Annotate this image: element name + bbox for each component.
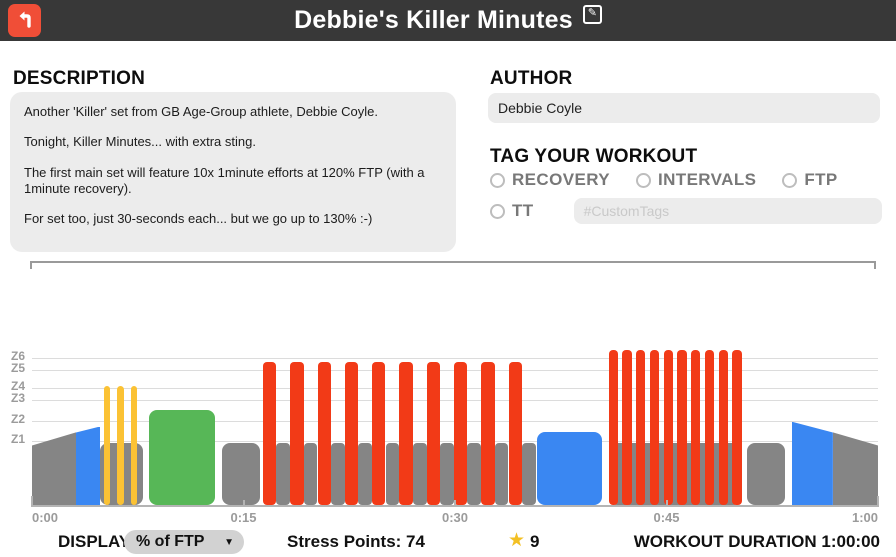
workout-segment-blue[interactable] [76,426,100,505]
description-paragraph: Tonight, Killer Minutes... with extra st… [24,134,256,150]
tag-option-tt[interactable]: TT [490,201,534,221]
tag-option-ftp[interactable]: FTP [782,170,837,190]
workout-segment-red[interactable] [704,350,715,505]
workout-segment-red[interactable] [290,362,304,505]
workout-segment-gray[interactable] [303,443,318,505]
display-value: % of FTP [136,533,205,550]
back-arrow-icon [14,7,36,34]
time-label-030: 0:30 [441,510,469,525]
description-textarea[interactable]: Another 'Killer' set from GB Age-Group a… [10,92,456,252]
workout-chart[interactable] [32,340,878,505]
display-dropdown[interactable]: % of FTP ▼ [124,530,244,554]
workout-segment-yellow[interactable] [117,386,124,505]
workout-segment-red[interactable] [508,362,522,505]
workout-segment-red[interactable] [453,362,468,505]
footer-bar: DISPLAY % of FTP ▼ Stress Points: 74 ★ 9… [0,528,896,557]
workout-segment-red[interactable] [263,362,277,505]
page-title: Debbie's Killer Minutes [294,6,573,34]
time-label-045: 0:45 [653,510,680,525]
workout-segment-gray[interactable] [330,443,345,505]
star-icon: ★ [508,530,526,551]
display-label: DISPLAY [58,532,131,551]
workout-duration: WORKOUT DURATION 1:00:00 [633,532,880,551]
tag-options: RECOVERY INTERVALS FTP TT #CustomTags [490,170,882,232]
workout-segment-green[interactable] [149,409,215,505]
workout-segment-blue[interactable] [792,421,833,505]
workout-segment-red[interactable] [372,362,386,505]
workout-segment-red[interactable] [649,350,660,505]
workout-segment-gray[interactable] [440,443,454,505]
workout-segment-red[interactable] [636,350,646,505]
zone-label-z4: Z4 [11,379,26,393]
axis-tick [877,496,879,505]
time-label-100: 1:00 [851,510,878,525]
radio-icon[interactable] [490,172,505,188]
tags-heading: TAG YOUR WORKOUT [490,146,698,167]
radio-icon[interactable] [782,172,798,188]
author-value: Debbie Coyle [498,100,583,116]
gridline-z6 [32,358,878,359]
workout-segment-yellow[interactable] [103,386,111,505]
zone-label-z1: Z1 [11,432,26,446]
workout-segment-yellow[interactable] [130,386,137,505]
time-label-000: 0:00 [32,510,59,525]
workout-segment-gray[interactable] [746,443,785,505]
workout-segment-red[interactable] [677,350,687,505]
workout-segment-red[interactable] [481,362,495,505]
zone-label-z2: Z2 [11,412,26,426]
workout-segment-red[interactable] [399,362,413,505]
workout-segment-gray[interactable] [832,432,878,505]
custom-tags-input[interactable]: #CustomTags [573,198,882,224]
workout-segment-red[interactable] [608,350,618,505]
workout-segment-gray[interactable] [221,443,260,505]
axis-tick [31,496,33,505]
axis-tick [242,500,245,505]
workout-segment-red[interactable] [622,350,632,505]
description-paragraph: Another 'Killer' set from GB Age-Group a… [24,104,378,119]
edit-title-icon[interactable]: ✎ [582,5,602,24]
description-heading: DESCRIPTION [13,68,146,89]
workout-segment-gray[interactable] [494,443,509,505]
time-axis [31,505,879,507]
workout-segment-gray[interactable] [276,443,291,505]
workout-segment-gray[interactable] [467,443,482,505]
chart-range-slider[interactable] [30,261,876,269]
axis-tick [665,500,668,505]
stress-points-value: 74 [406,532,425,551]
workout-segment-red[interactable] [426,362,441,505]
workout-segment-red[interactable] [718,350,728,505]
time-label-015: 0:15 [230,510,257,525]
radio-icon[interactable] [635,172,651,188]
header-bar: Debbie's Killer Minutes ✎ [0,0,896,41]
caret-down-icon: ▼ [224,536,234,548]
author-input[interactable]: Debbie Coyle [488,93,880,123]
author-heading: AUTHOR [490,68,573,89]
workout-segment-red[interactable] [317,362,331,505]
custom-tags-placeholder: #CustomTags [583,203,670,219]
workout-segment-red[interactable] [691,350,701,505]
radio-icon[interactable] [490,203,505,219]
workout-segment-gray[interactable] [358,443,373,505]
zone-label-z6: Z6 [11,349,26,363]
zone-label-z5: Z5 [11,361,26,375]
description-paragraph: The first main set will feature 10x 1min… [24,164,425,196]
workout-segment-gray[interactable] [521,443,536,505]
workout-segment-gray[interactable] [412,443,427,505]
workout-segment-blue[interactable] [536,432,602,505]
workout-segment-gray[interactable] [32,432,76,505]
workout-segment-red[interactable] [663,350,673,505]
description-paragraph: For set too, just 30-seconds each... but… [24,211,373,226]
zone-label-z3: Z3 [11,391,26,405]
tag-option-intervals[interactable]: INTERVALS [635,170,756,190]
workout-segment-gray[interactable] [385,443,400,505]
star-count: 9 [530,532,540,551]
stress-points: Stress Points: 74 [287,532,425,551]
axis-tick [454,500,456,505]
tag-option-recovery[interactable]: RECOVERY [490,170,610,190]
workout-segment-red[interactable] [732,350,742,505]
workout-segment-red[interactable] [344,362,359,505]
back-button[interactable] [8,4,41,37]
workout-duration-value: 1:00:00 [821,532,880,551]
